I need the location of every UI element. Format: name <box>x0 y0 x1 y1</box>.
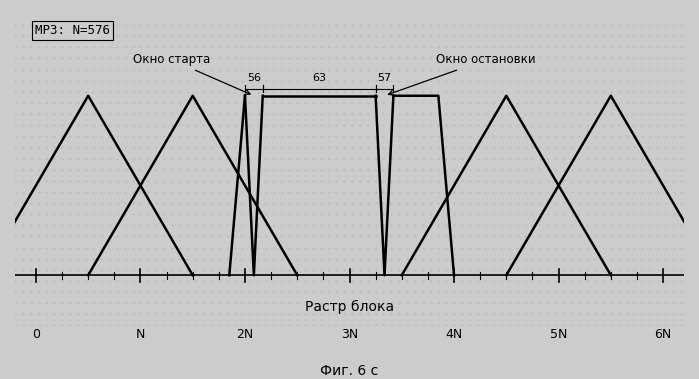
Text: Окно старта: Окно старта <box>134 53 250 94</box>
Text: 56: 56 <box>247 74 261 83</box>
Text: Фиг. 6 с: Фиг. 6 с <box>320 364 379 378</box>
Text: 63: 63 <box>312 74 326 83</box>
Text: 57: 57 <box>377 74 391 83</box>
Text: Окно остановки: Окно остановки <box>389 53 535 95</box>
Text: Растр блока: Растр блока <box>305 300 394 314</box>
Text: МРЗ: N=576: МРЗ: N=576 <box>35 24 110 37</box>
